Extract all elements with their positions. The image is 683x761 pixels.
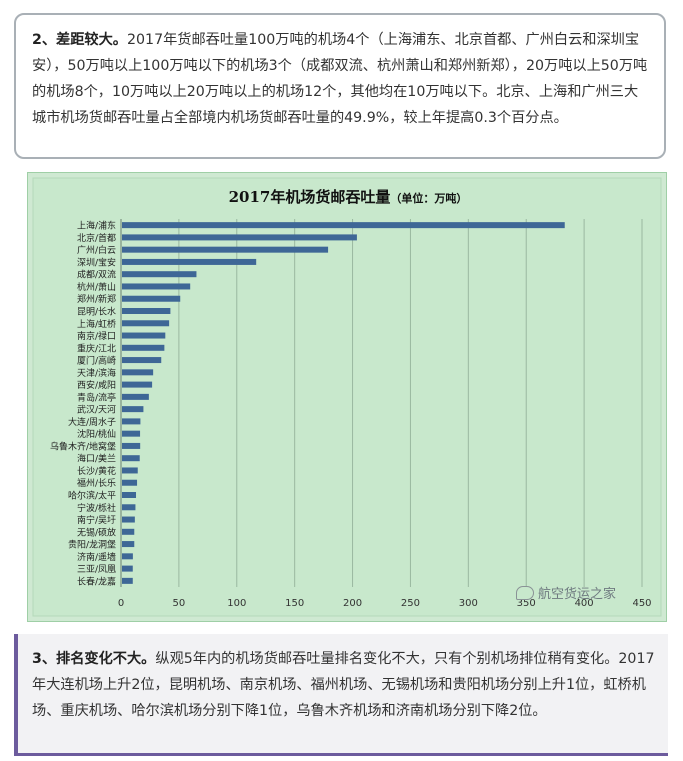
bar <box>122 369 154 376</box>
bar <box>122 479 138 486</box>
chart-title: 2017年机场货邮吞吐量（单位：万吨） <box>229 188 468 206</box>
x-tick-label: 450 <box>632 598 651 609</box>
y-category-label: 西安/咸阳 <box>77 379 116 391</box>
chart-title-unit: （单位：万吨） <box>390 191 467 205</box>
bar <box>122 442 141 449</box>
section-3-heading: 3、排名变化不大。 <box>32 651 156 667</box>
y-category-label: 乌鲁木齐/地窝堡 <box>50 440 116 452</box>
y-category-label: 厦门/高崎 <box>77 355 116 367</box>
y-category-label: 重庆/江北 <box>77 342 116 354</box>
bar <box>122 504 136 511</box>
x-tick-label: 200 <box>343 598 362 609</box>
x-tick-label: 100 <box>227 598 246 609</box>
y-category-label: 贵阳/龙洞堡 <box>68 539 116 551</box>
section-3-box: 3、排名变化不大。纵观5年内的机场货邮吞吐量排名变化不大，只有个别机场排位稍有变… <box>14 634 668 756</box>
y-category-label: 上海/浦东 <box>77 220 116 232</box>
y-category-label: 上海/虹桥 <box>77 318 116 330</box>
chart-svg: 2017年机场货邮吞吐量（单位：万吨） 上海/浦东北京/首都广州/白云深圳/宝安… <box>32 177 662 617</box>
y-category-label: 济南/遥墙 <box>77 551 116 563</box>
bar <box>122 418 141 425</box>
bar <box>122 258 257 265</box>
bar <box>122 271 197 278</box>
section-2-text: 2017年货邮吞吐量100万吨的机场4个（上海浦东、北京首都、广州白云和深圳宝安… <box>32 32 648 126</box>
bar <box>122 541 135 548</box>
bar <box>122 283 191 290</box>
bar <box>122 577 133 584</box>
bar <box>122 308 171 314</box>
x-tick-label: 150 <box>285 598 304 609</box>
bar <box>122 565 133 572</box>
bar <box>122 553 133 560</box>
x-tick-label: 250 <box>401 598 420 609</box>
bar <box>122 246 329 253</box>
y-category-label: 南京/禄口 <box>77 330 116 342</box>
bar <box>122 295 181 302</box>
x-tick-label: 50 <box>173 598 186 609</box>
y-category-label: 深圳/宝安 <box>77 256 116 268</box>
watermark-text: 航空货运之家 <box>538 587 617 602</box>
y-category-label: 青岛/流亭 <box>77 391 116 403</box>
y-category-label: 三亚/凤凰 <box>77 564 116 575</box>
y-category-label: 广州/白云 <box>77 244 116 256</box>
bar <box>122 234 357 241</box>
y-category-label: 宁波/栎社 <box>77 502 116 514</box>
bar <box>122 406 144 413</box>
bar <box>122 455 140 462</box>
y-category-label: 南宁/吴圩 <box>77 514 116 526</box>
y-category-label: 昆明/长水 <box>77 306 116 318</box>
section-2-box: 2、差距较大。2017年货邮吞吐量100万吨的机场4个（上海浦东、北京首都、广州… <box>14 13 666 159</box>
y-category-label: 海口/美兰 <box>77 453 116 465</box>
bar <box>122 344 165 351</box>
bar <box>122 222 565 229</box>
y-category-label: 武汉/天河 <box>77 404 116 416</box>
chart-title-main: 2017年机场货邮吞吐量 <box>229 188 391 206</box>
y-category-label: 北京/首都 <box>77 232 116 244</box>
bar <box>122 393 149 400</box>
bar <box>122 528 135 535</box>
section-3-text: 纵观5年内的机场货邮吞吐量排名变化不大，只有个别机场排位稍有变化。2017年大连… <box>32 651 655 719</box>
section-2-heading: 2、差距较大。 <box>32 32 127 48</box>
bar <box>122 492 137 498</box>
bar <box>122 467 138 474</box>
wechat-icon <box>516 585 534 600</box>
bar <box>122 381 153 388</box>
bar <box>122 516 135 523</box>
x-tick-label: 350 <box>517 598 536 609</box>
x-tick-label: 0 <box>118 598 124 609</box>
bar <box>122 357 162 364</box>
y-category-label: 成都/双流 <box>77 269 116 281</box>
y-category-label: 沈阳/桃仙 <box>77 428 116 440</box>
y-category-label: 大连/周水子 <box>68 416 116 428</box>
y-category-label: 长春/龙嘉 <box>77 575 116 587</box>
bar <box>122 320 170 327</box>
watermark: 航空货运之家 <box>516 583 616 602</box>
x-tick-label: 300 <box>459 598 478 609</box>
y-category-label: 无锡/硕放 <box>77 526 116 538</box>
bar <box>122 332 166 339</box>
y-category-label: 天津/滨海 <box>77 367 116 379</box>
y-category-label: 福州/长乐 <box>77 477 116 489</box>
cargo-throughput-chart: 2017年机场货邮吞吐量（单位：万吨） 上海/浦东 北京/首都 广州/白云 深圳/宝安… <box>27 172 667 622</box>
y-category-label: 哈尔滨/太平 <box>68 490 116 502</box>
y-category-label: 长沙/黄花 <box>77 465 116 477</box>
y-category-label: 郑州/新郑 <box>77 293 116 305</box>
y-category-label: 杭州/萧山 <box>77 281 116 293</box>
bar <box>122 430 141 437</box>
x-tick-label: 400 <box>575 598 594 609</box>
